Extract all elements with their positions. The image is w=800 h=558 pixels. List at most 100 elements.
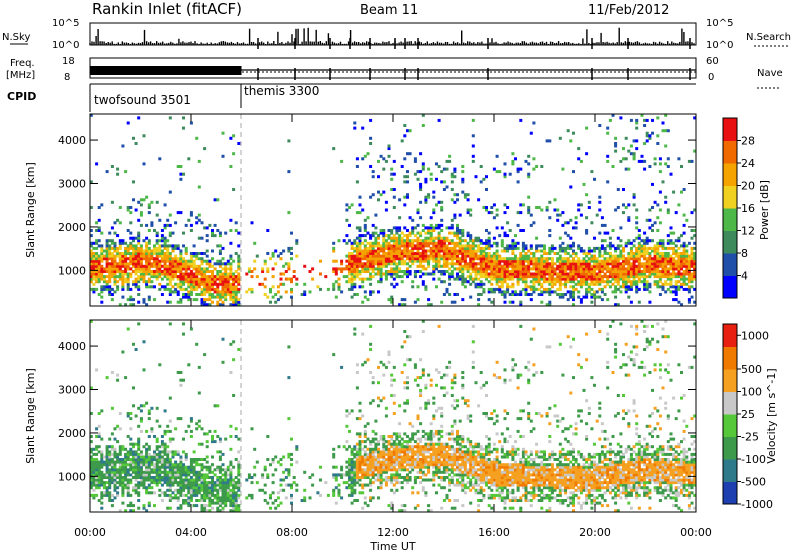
power-cell xyxy=(580,160,583,163)
velocity-cell xyxy=(95,481,98,484)
power-cell xyxy=(596,280,599,283)
power-cell xyxy=(675,211,678,214)
power-cell xyxy=(224,288,227,291)
velocity-cell xyxy=(95,494,98,497)
power-cell xyxy=(638,301,641,304)
power-cell xyxy=(309,290,312,293)
power-cell xyxy=(522,229,525,232)
power-cell xyxy=(353,127,356,130)
power-cell xyxy=(475,262,478,265)
power-cell xyxy=(114,283,117,286)
velocity-cell xyxy=(143,507,146,510)
power-cell xyxy=(137,247,140,250)
velocity-cell xyxy=(208,468,211,471)
power-cell xyxy=(517,293,520,296)
power-cell xyxy=(169,283,172,286)
power-cell xyxy=(211,288,214,291)
power-cell xyxy=(158,157,161,160)
power-cell xyxy=(211,301,214,304)
power-cell xyxy=(195,270,198,273)
power-cell xyxy=(659,170,662,173)
power-cell xyxy=(432,229,435,232)
nsky-tick-top: 10^5 xyxy=(52,18,79,29)
power-cell xyxy=(685,257,688,260)
power-cell xyxy=(654,162,657,165)
power-cell xyxy=(472,242,475,245)
power-cell xyxy=(356,270,359,273)
power-cell xyxy=(100,250,103,253)
power-cell xyxy=(287,247,290,250)
velocity-cell xyxy=(124,468,127,471)
power-cell xyxy=(461,180,464,183)
power-cell xyxy=(369,290,372,293)
power-cell xyxy=(619,257,622,260)
power-cell xyxy=(287,170,290,173)
power-cell xyxy=(617,244,620,247)
power-cell xyxy=(540,267,543,270)
power-cell xyxy=(625,267,628,270)
power-cell xyxy=(290,247,293,250)
power-cell xyxy=(124,257,127,260)
power-cell xyxy=(348,267,351,270)
power-cell xyxy=(361,278,364,281)
power-cell xyxy=(161,257,164,260)
velocity-cell xyxy=(132,343,135,346)
power-cell xyxy=(108,293,111,296)
power-cell xyxy=(103,280,106,283)
power-cell xyxy=(129,275,132,278)
power-cell xyxy=(359,226,362,229)
power-cell xyxy=(440,242,443,245)
power-cell xyxy=(211,257,214,260)
velocity-cell xyxy=(208,502,211,505)
power-cell xyxy=(359,278,362,281)
power-cell xyxy=(601,288,604,291)
power-cell xyxy=(451,198,454,201)
power-cell xyxy=(664,262,667,265)
power-cell xyxy=(393,234,396,237)
power-cell xyxy=(359,242,362,245)
velocity-cell xyxy=(148,409,151,412)
power-cell xyxy=(469,267,472,270)
power-cell xyxy=(214,198,217,201)
power-cell xyxy=(567,129,570,132)
velocity-cell xyxy=(150,486,153,489)
power-cell xyxy=(532,267,535,270)
power-cell xyxy=(440,257,443,260)
power-cell xyxy=(590,270,593,273)
velocity-cell xyxy=(111,468,114,471)
power-cell xyxy=(643,244,646,247)
power-cell xyxy=(648,239,651,242)
power-cell xyxy=(453,244,456,247)
power-cell xyxy=(190,229,193,232)
velocity-cell xyxy=(143,463,146,466)
power-cell xyxy=(406,244,409,247)
power-cell xyxy=(374,214,377,217)
power-cell xyxy=(517,242,520,245)
power-cell xyxy=(290,288,293,291)
power-cell xyxy=(540,244,543,247)
power-cell xyxy=(530,275,533,278)
power-cell xyxy=(498,267,501,270)
velocity-cell xyxy=(137,456,140,459)
power-cell xyxy=(393,244,396,247)
power-cell xyxy=(546,288,549,291)
velocity-cell xyxy=(145,468,148,471)
power-cell xyxy=(185,247,188,250)
power-cell xyxy=(385,244,388,247)
power-cell xyxy=(158,288,161,291)
power-cell xyxy=(161,250,164,253)
power-cell xyxy=(504,293,507,296)
power-cell xyxy=(301,293,304,296)
power-cell xyxy=(393,255,396,258)
power-cell xyxy=(472,244,475,247)
velocity-cell xyxy=(124,484,127,487)
power-cell xyxy=(216,283,219,286)
velocity-cell xyxy=(206,461,209,464)
power-cell xyxy=(569,262,572,265)
power-cell xyxy=(143,270,146,273)
power-cell xyxy=(443,180,446,183)
power-cell xyxy=(222,288,225,291)
power-cell xyxy=(345,275,348,278)
power-cell xyxy=(95,239,98,242)
power-cell xyxy=(114,221,117,224)
